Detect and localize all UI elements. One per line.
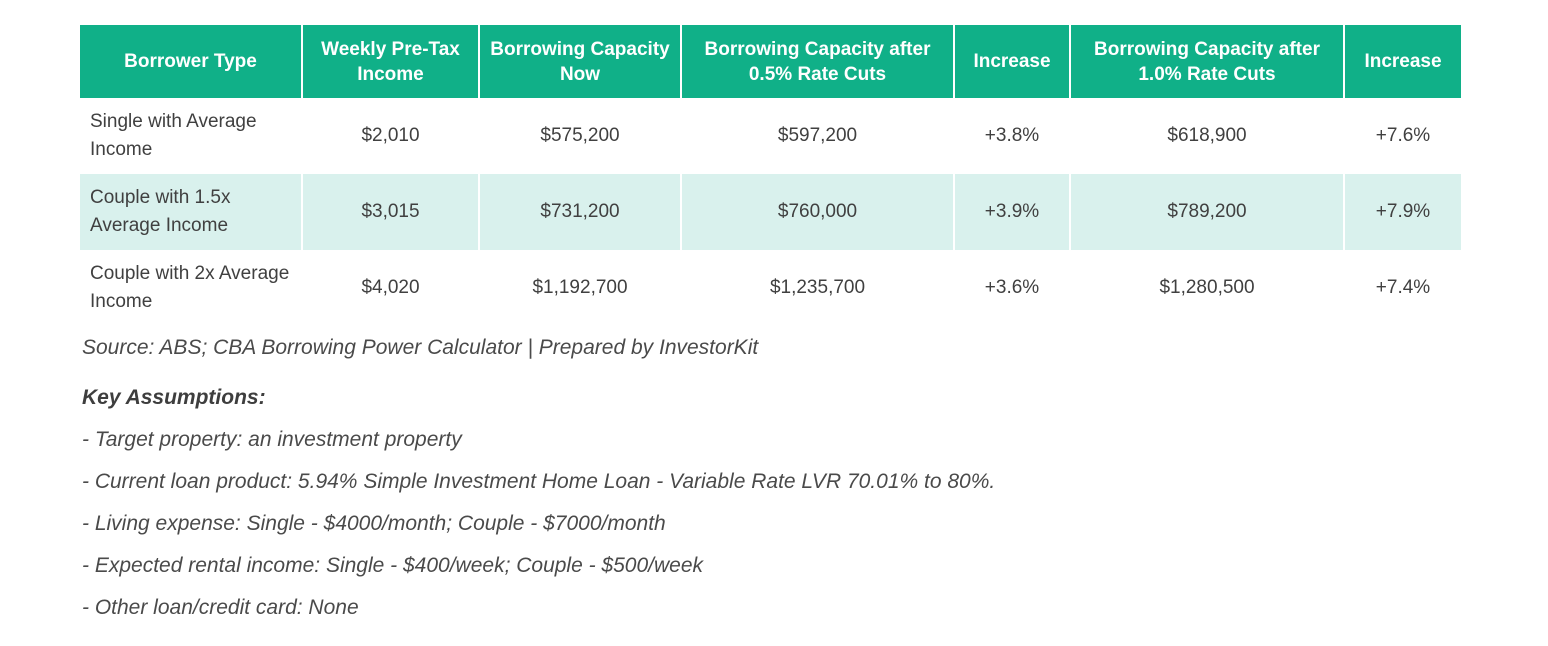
- table-row: Couple with 1.5x Average Income $3,015 $…: [80, 174, 1461, 250]
- borrowing-capacity-table-container: Borrower Type Weekly Pre-Tax Income Borr…: [80, 25, 1461, 326]
- cell-increase-1-0: +7.6%: [1375, 125, 1431, 146]
- cell-capacity-1-0-cut: $618,900: [1167, 125, 1247, 146]
- cell-capacity-now: $731,200: [478, 174, 682, 250]
- table-header-row: Borrower Type Weekly Pre-Tax Income Borr…: [80, 25, 1461, 98]
- header-increase-1-0: Increase: [1343, 25, 1461, 98]
- header-weekly-income: Weekly Pre-Tax Income: [301, 25, 480, 98]
- source-note: Source: ABS; CBA Borrowing Power Calcula…: [82, 336, 759, 359]
- header-borrower-type: Borrower Type: [80, 25, 303, 98]
- notes-section: Source: ABS; CBA Borrowing Power Calcula…: [82, 332, 995, 634]
- header-increase-0-5: Increase: [953, 25, 1071, 98]
- cell-capacity-now: $575,200: [540, 125, 620, 146]
- assumption-item: - Target property: an investment propert…: [82, 428, 462, 451]
- cell-borrower-type: Couple with 1.5x Average Income: [80, 174, 303, 250]
- cell-increase-1-0: +7.4%: [1375, 277, 1431, 298]
- cell-weekly-income: $3,015: [301, 174, 480, 250]
- assumption-item: - Living expense: Single - $4000/month; …: [82, 512, 666, 535]
- borrowing-capacity-table: Borrower Type Weekly Pre-Tax Income Borr…: [80, 25, 1461, 326]
- assumption-item: - Other loan/credit card: None: [82, 596, 359, 619]
- cell-increase-1-0: +7.9%: [1343, 174, 1461, 250]
- cell-capacity-0-5-cut: $1,235,700: [769, 277, 866, 298]
- cell-borrower-type: Single with Average Income: [90, 111, 257, 160]
- cell-capacity-now: $1,192,700: [532, 277, 628, 298]
- header-capacity-0-5-cut: Borrowing Capacity after 0.5% Rate Cuts: [680, 25, 955, 98]
- cell-increase-0-5: +3.9%: [953, 174, 1071, 250]
- table-row: Couple with 2x Average Income $4,020 $1,…: [80, 250, 1461, 326]
- table-row: Single with Average Income $2,010 $575,2…: [80, 98, 1461, 174]
- cell-capacity-0-5-cut: $760,000: [680, 174, 955, 250]
- assumption-item: - Current loan product: 5.94% Simple Inv…: [82, 470, 996, 493]
- header-capacity-now: Borrowing Capacity Now: [478, 25, 682, 98]
- cell-weekly-income: $4,020: [361, 277, 420, 298]
- cell-capacity-0-5-cut: $597,200: [777, 125, 858, 146]
- cell-capacity-1-0-cut: $1,280,500: [1159, 277, 1255, 298]
- header-capacity-1-0-cut: Borrowing Capacity after 1.0% Rate Cuts: [1069, 25, 1345, 98]
- cell-increase-0-5: +3.6%: [984, 277, 1040, 298]
- cell-increase-0-5: +3.8%: [984, 125, 1040, 146]
- assumptions-heading: Key Assumptions:: [82, 386, 266, 409]
- assumption-item: - Expected rental income: Single - $400/…: [82, 554, 704, 577]
- cell-capacity-1-0-cut: $789,200: [1069, 174, 1345, 250]
- cell-weekly-income: $2,010: [361, 125, 420, 146]
- cell-borrower-type: Couple with 2x Average Income: [90, 263, 290, 312]
